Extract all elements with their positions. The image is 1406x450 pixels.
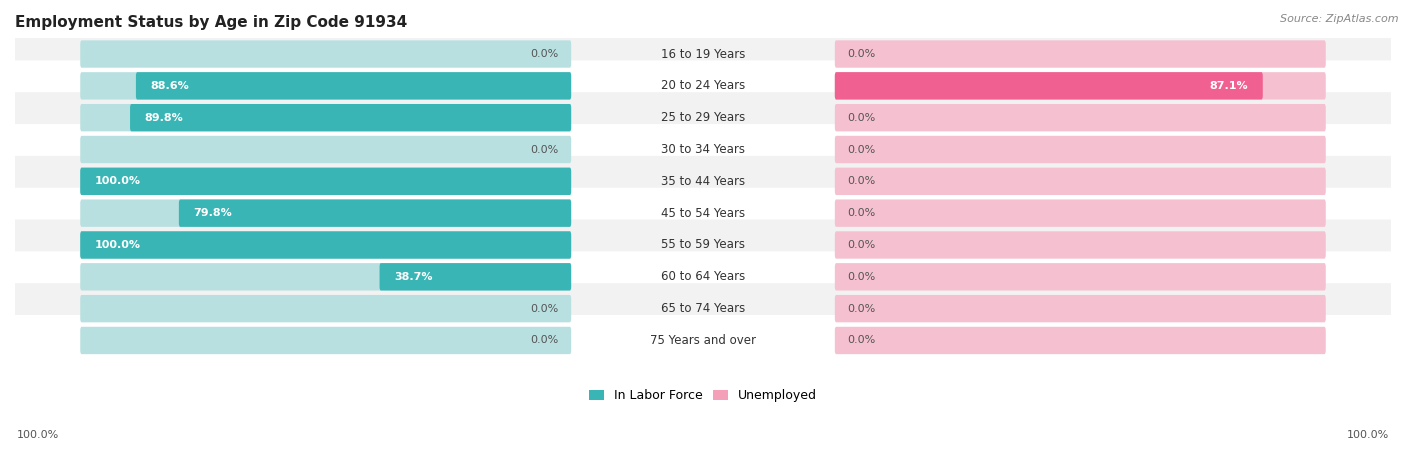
FancyBboxPatch shape	[11, 283, 1395, 334]
FancyBboxPatch shape	[835, 104, 1326, 131]
FancyBboxPatch shape	[835, 72, 1263, 99]
FancyBboxPatch shape	[129, 104, 571, 131]
Text: 0.0%: 0.0%	[848, 112, 876, 123]
FancyBboxPatch shape	[835, 231, 1326, 259]
Text: 25 to 29 Years: 25 to 29 Years	[661, 111, 745, 124]
FancyBboxPatch shape	[80, 168, 571, 195]
FancyBboxPatch shape	[380, 263, 571, 291]
FancyBboxPatch shape	[11, 252, 1395, 302]
FancyBboxPatch shape	[835, 136, 1326, 163]
Text: 65 to 74 Years: 65 to 74 Years	[661, 302, 745, 315]
FancyBboxPatch shape	[835, 295, 1326, 322]
Text: Employment Status by Age in Zip Code 91934: Employment Status by Age in Zip Code 919…	[15, 15, 408, 30]
Text: 75 Years and over: 75 Years and over	[650, 334, 756, 347]
FancyBboxPatch shape	[835, 168, 1326, 195]
Text: 100.0%: 100.0%	[17, 430, 59, 440]
FancyBboxPatch shape	[835, 263, 1326, 291]
FancyBboxPatch shape	[835, 40, 1326, 68]
Text: 38.7%: 38.7%	[394, 272, 433, 282]
Text: 20 to 24 Years: 20 to 24 Years	[661, 79, 745, 92]
FancyBboxPatch shape	[11, 315, 1395, 366]
FancyBboxPatch shape	[11, 156, 1395, 207]
Text: 16 to 19 Years: 16 to 19 Years	[661, 48, 745, 60]
FancyBboxPatch shape	[80, 327, 571, 354]
FancyBboxPatch shape	[11, 92, 1395, 143]
Text: 0.0%: 0.0%	[848, 240, 876, 250]
FancyBboxPatch shape	[11, 124, 1395, 175]
Text: 100.0%: 100.0%	[94, 240, 141, 250]
FancyBboxPatch shape	[136, 72, 571, 99]
Text: 60 to 64 Years: 60 to 64 Years	[661, 270, 745, 284]
FancyBboxPatch shape	[80, 104, 571, 131]
FancyBboxPatch shape	[11, 28, 1395, 80]
FancyBboxPatch shape	[835, 72, 1326, 99]
FancyBboxPatch shape	[80, 40, 571, 68]
Text: 87.1%: 87.1%	[1209, 81, 1249, 91]
FancyBboxPatch shape	[80, 231, 571, 259]
Text: 89.8%: 89.8%	[145, 112, 183, 123]
Text: 0.0%: 0.0%	[848, 272, 876, 282]
FancyBboxPatch shape	[80, 168, 571, 195]
FancyBboxPatch shape	[80, 72, 571, 99]
Legend: In Labor Force, Unemployed: In Labor Force, Unemployed	[583, 384, 823, 407]
Text: 0.0%: 0.0%	[848, 304, 876, 314]
Text: 0.0%: 0.0%	[530, 304, 558, 314]
Text: 45 to 54 Years: 45 to 54 Years	[661, 207, 745, 220]
Text: 88.6%: 88.6%	[150, 81, 190, 91]
Text: 0.0%: 0.0%	[848, 144, 876, 154]
Text: 0.0%: 0.0%	[530, 144, 558, 154]
Text: 0.0%: 0.0%	[530, 49, 558, 59]
FancyBboxPatch shape	[179, 199, 571, 227]
FancyBboxPatch shape	[80, 231, 571, 259]
Text: 0.0%: 0.0%	[848, 176, 876, 186]
Text: 0.0%: 0.0%	[848, 49, 876, 59]
Text: 79.8%: 79.8%	[194, 208, 232, 218]
FancyBboxPatch shape	[835, 199, 1326, 227]
FancyBboxPatch shape	[11, 220, 1395, 270]
FancyBboxPatch shape	[80, 199, 571, 227]
Text: 0.0%: 0.0%	[848, 208, 876, 218]
FancyBboxPatch shape	[80, 295, 571, 322]
Text: 100.0%: 100.0%	[94, 176, 141, 186]
Text: 0.0%: 0.0%	[530, 335, 558, 346]
FancyBboxPatch shape	[835, 327, 1326, 354]
Text: 0.0%: 0.0%	[848, 335, 876, 346]
Text: 100.0%: 100.0%	[1347, 430, 1389, 440]
Text: 35 to 44 Years: 35 to 44 Years	[661, 175, 745, 188]
FancyBboxPatch shape	[80, 136, 571, 163]
Text: 55 to 59 Years: 55 to 59 Years	[661, 238, 745, 252]
FancyBboxPatch shape	[11, 188, 1395, 239]
Text: Source: ZipAtlas.com: Source: ZipAtlas.com	[1281, 14, 1399, 23]
FancyBboxPatch shape	[80, 263, 571, 291]
FancyBboxPatch shape	[11, 60, 1395, 111]
Text: 30 to 34 Years: 30 to 34 Years	[661, 143, 745, 156]
